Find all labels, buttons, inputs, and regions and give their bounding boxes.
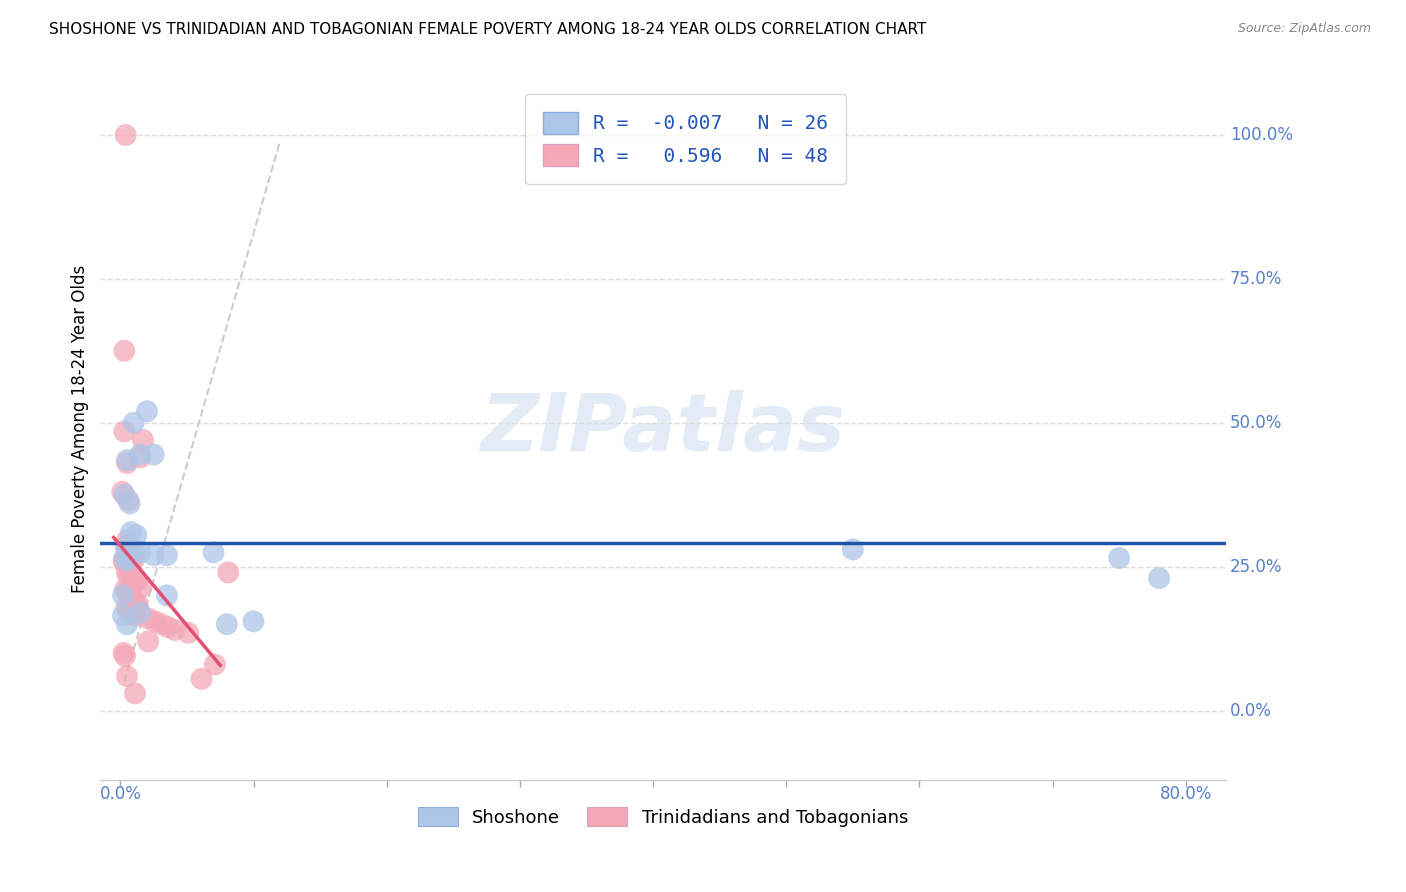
Point — [114, 540, 136, 554]
Point — [129, 450, 152, 465]
Point — [112, 554, 135, 568]
Point — [124, 608, 146, 623]
Point — [127, 574, 149, 588]
Point — [118, 589, 141, 603]
Text: 0.0%: 0.0% — [100, 785, 141, 804]
Point — [124, 551, 146, 566]
Point — [142, 447, 165, 461]
Point — [111, 484, 134, 499]
Text: 0.0%: 0.0% — [1230, 701, 1271, 720]
Point — [115, 554, 138, 568]
Legend: Shoshone, Trinidadians and Tobagonians: Shoshone, Trinidadians and Tobagonians — [411, 799, 915, 834]
Text: 75.0%: 75.0% — [1230, 270, 1282, 288]
Point — [114, 128, 136, 142]
Point — [177, 625, 200, 640]
Point — [115, 599, 138, 614]
Text: 80.0%: 80.0% — [1160, 785, 1212, 804]
Point — [136, 634, 159, 648]
Point — [120, 525, 142, 540]
Point — [131, 580, 153, 594]
Text: 100.0%: 100.0% — [1230, 126, 1292, 144]
Point — [118, 603, 141, 617]
Point — [157, 620, 180, 634]
Point — [118, 496, 141, 510]
Point — [115, 669, 138, 683]
Point — [124, 594, 146, 608]
Point — [242, 615, 264, 629]
Point — [136, 611, 159, 625]
Point — [129, 606, 152, 620]
Point — [124, 571, 146, 585]
Point — [112, 343, 135, 358]
Point — [111, 589, 134, 603]
Point — [115, 533, 138, 548]
Point — [112, 551, 135, 566]
Point — [129, 447, 152, 461]
Point — [156, 548, 179, 562]
Point — [125, 528, 148, 542]
Point — [115, 566, 138, 580]
Point — [150, 617, 173, 632]
Text: 25.0%: 25.0% — [1230, 558, 1282, 575]
Point — [215, 617, 238, 632]
Point — [163, 623, 186, 637]
Point — [118, 548, 141, 562]
Point — [117, 585, 139, 599]
Y-axis label: Female Poverty Among 18-24 Year Olds: Female Poverty Among 18-24 Year Olds — [72, 264, 89, 592]
Point — [1147, 571, 1170, 585]
Point — [112, 646, 135, 660]
Point — [121, 545, 143, 559]
Text: SHOSHONE VS TRINIDADIAN AND TOBAGONIAN FEMALE POVERTY AMONG 18-24 YEAR OLDS CORR: SHOSHONE VS TRINIDADIAN AND TOBAGONIAN F… — [49, 22, 927, 37]
Point — [121, 577, 143, 591]
Point — [122, 416, 145, 430]
Point — [202, 545, 225, 559]
Point — [115, 545, 138, 559]
Point — [114, 648, 136, 663]
Point — [122, 606, 145, 620]
Point — [120, 562, 142, 576]
Point — [122, 542, 145, 557]
Point — [121, 591, 143, 606]
Point — [112, 488, 135, 502]
Point — [127, 597, 149, 611]
Point — [115, 540, 138, 554]
Point — [143, 615, 166, 629]
Point — [112, 425, 135, 439]
Point — [115, 617, 138, 632]
Point — [1108, 551, 1130, 566]
Point — [114, 557, 136, 571]
Text: ZIPatlas: ZIPatlas — [481, 390, 845, 467]
Point — [204, 657, 226, 672]
Text: 50.0%: 50.0% — [1230, 414, 1282, 432]
Point — [111, 608, 134, 623]
Point — [132, 433, 155, 447]
Point — [190, 672, 212, 686]
Point — [117, 559, 139, 574]
Point — [136, 404, 159, 418]
Text: Source: ZipAtlas.com: Source: ZipAtlas.com — [1237, 22, 1371, 36]
Point — [115, 453, 138, 467]
Point — [129, 545, 152, 559]
Point — [142, 548, 165, 562]
Point — [124, 686, 146, 700]
Point — [117, 568, 139, 582]
Point — [217, 566, 239, 580]
Point — [115, 456, 138, 470]
Point — [114, 582, 136, 597]
Point — [117, 493, 139, 508]
Point — [156, 589, 179, 603]
Point — [842, 542, 865, 557]
